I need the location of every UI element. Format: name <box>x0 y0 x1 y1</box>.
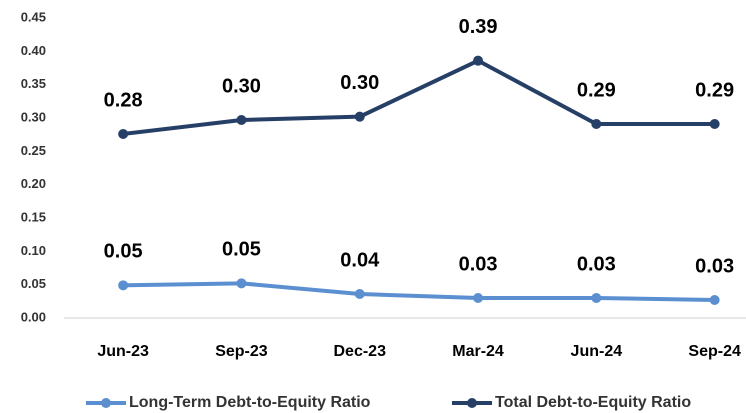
y-tick-label: 0.35 <box>21 76 46 91</box>
y-tick-label: 0.05 <box>21 276 46 291</box>
x-tick-label: Jun-24 <box>571 343 623 360</box>
data-point <box>709 295 720 305</box>
data-label: 0.29 <box>577 79 616 101</box>
y-tick-label: 0.10 <box>21 243 46 258</box>
data-label: 0.30 <box>222 75 261 97</box>
legend-label: Total Debt-to-Equity Ratio <box>495 394 691 411</box>
x-tick-label: Mar-24 <box>452 343 504 360</box>
legend-marker <box>101 398 111 408</box>
x-tick-label: Sep-24 <box>688 343 741 360</box>
data-point <box>709 119 720 129</box>
x-tick-label: Jun-23 <box>97 343 149 360</box>
x-tick-label: Sep-23 <box>215 343 268 360</box>
series-line <box>123 281 715 302</box>
data-label: 0.29 <box>695 79 734 101</box>
data-label: 0.03 <box>459 253 498 275</box>
data-label: 0.04 <box>340 249 380 271</box>
data-point <box>354 289 365 299</box>
x-tick-label: Dec-23 <box>334 343 387 360</box>
y-tick-label: 0.15 <box>21 209 46 224</box>
y-tick-label: 0.40 <box>21 43 46 58</box>
legend-marker <box>467 398 477 408</box>
data-point <box>591 119 602 129</box>
data-point <box>236 278 247 289</box>
data-label: 0.03 <box>695 255 734 277</box>
y-tick-label: 0.25 <box>21 143 46 158</box>
y-tick-label: 0.00 <box>21 309 46 324</box>
data-label: 0.05 <box>104 241 143 263</box>
data-label: 0.39 <box>459 16 498 38</box>
data-point <box>473 293 484 303</box>
data-label: 0.05 <box>222 239 261 261</box>
data-point <box>591 293 602 303</box>
y-tick-label: 0.30 <box>21 109 46 124</box>
y-tick-label: 0.20 <box>21 176 46 191</box>
data-point <box>354 111 365 122</box>
data-label: 0.28 <box>104 89 143 111</box>
series-line <box>122 58 715 136</box>
data-point <box>473 55 484 66</box>
data-point <box>236 115 247 125</box>
data-point <box>118 280 129 291</box>
y-tick-label: 0.45 <box>21 9 46 24</box>
data-label: 0.30 <box>340 72 379 94</box>
data-point <box>118 129 129 139</box>
legend-label: Long-Term Debt-to-Equity Ratio <box>129 394 371 411</box>
data-label: 0.03 <box>577 253 616 275</box>
